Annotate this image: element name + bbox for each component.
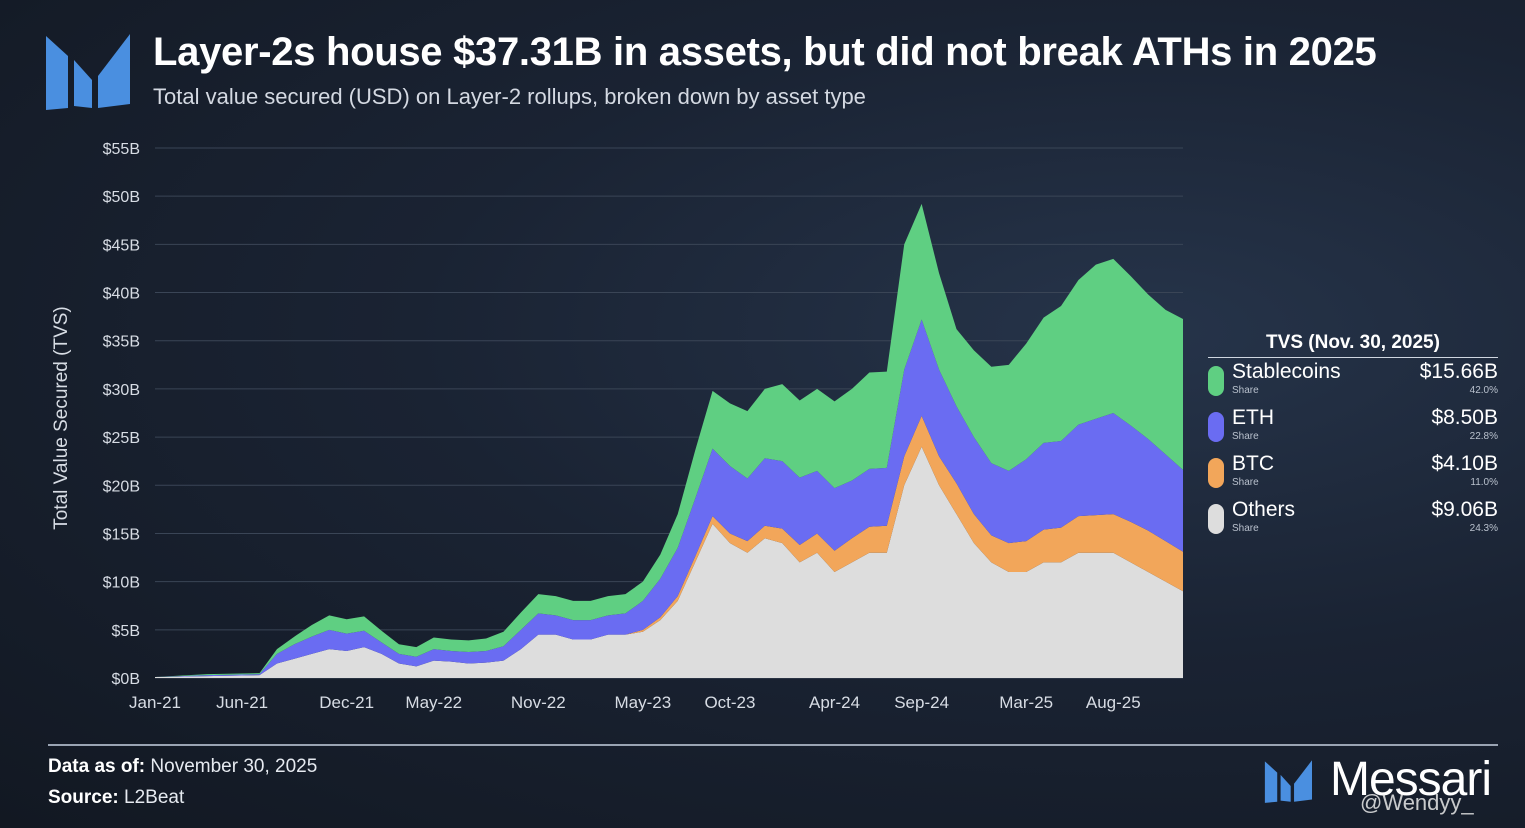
data-as-of: Data as of: November 30, 2025 [48,756,317,778]
footer-divider [48,744,1498,746]
x-tick-label: Oct-23 [704,693,755,712]
legend-item-others: Others Share $9.06B 24.3% [1208,496,1498,542]
legend-share: 22.8% [1469,431,1498,442]
legend-share-label: Share [1232,477,1259,488]
y-tick-label: $10B [103,575,140,592]
legend-share: 11.0% [1470,477,1498,488]
source: Source: L2Beat [48,787,184,809]
y-tick-label: $45B [103,237,140,254]
y-tick-label: $50B [103,189,140,206]
y-axis-label: Total Value Secured (TVS) [51,306,72,530]
area-series-stablecoins [155,203,1183,678]
legend-share-label: Share [1232,431,1259,442]
x-tick-layer: Jan-21 Jun-21 Dec-21 May-22 Nov-22 May-23 Oct-… [129,693,1141,712]
legend-share: 42.0% [1469,385,1498,396]
messari-logo-icon [46,34,130,110]
legend-name: Others [1232,498,1296,521]
brand-name: Messari [1330,753,1492,806]
data-as-of-value: November 30, 2025 [150,756,318,777]
x-tick-label: Mar-25 [999,693,1053,712]
legend-swatch-eth [1208,412,1224,442]
x-tick-label: Jun-21 [216,693,268,712]
y-tick-label: $30B [103,382,140,399]
y-tick-label: $35B [103,334,140,351]
chart-title: Layer-2s house $37.31B in assets, but di… [153,30,1377,74]
y-tick-label: $55B [103,141,140,158]
y-tick-layer: $0B $5B $10B $15B $20B $25B $30B $35B $40B $45B $5… [103,141,140,688]
legend-value: $9.06B [1431,498,1498,521]
x-tick-label: Jan-21 [129,693,181,712]
legend-swatch-btc [1208,458,1224,488]
legend-name: ETH [1232,406,1274,429]
legend-swatch-others [1208,504,1224,534]
chart-area: $0B $5B $10B $15B $20B $25B $30B $35B $40B $45B $5… [51,141,1183,712]
legend-item-eth: ETH Share $8.50B 22.8% [1208,404,1498,450]
legend-name: BTC [1232,452,1274,475]
legend-swatch-stablecoins [1208,366,1224,396]
x-tick-label: Sep-24 [894,693,949,712]
legend-share-label: Share [1232,385,1259,396]
legend-title: TVS (Nov. 30, 2025) [1208,332,1498,358]
data-as-of-label: Data as of: [48,756,146,777]
x-tick-label: Apr-24 [809,693,860,712]
legend-name: Stablecoins [1232,360,1341,383]
x-tick-label: May-23 [615,693,672,712]
y-tick-label: $15B [103,526,140,543]
x-tick-label: Dec-21 [319,693,374,712]
brand-logo-icon [1264,760,1312,803]
legend: TVS (Nov. 30, 2025) Stablecoins Share $1… [1208,332,1498,542]
area-series-eth [155,319,1183,678]
y-tick-label: $25B [103,430,140,447]
legend-share-label: Share [1232,523,1259,534]
legend-value: $4.10B [1431,452,1498,475]
legend-share: 24.3% [1469,523,1498,534]
area-layer [155,203,1183,678]
x-tick-label: Aug-25 [1086,693,1141,712]
area-series-btc [155,415,1183,678]
y-tick-label: $40B [103,286,140,303]
watermark: @Wendyy_ [1360,790,1474,815]
y-tick-label: $20B [103,478,140,495]
x-tick-label: Nov-22 [511,693,566,712]
y-tick-label: $0B [112,671,140,688]
legend-value: $15.66B [1419,360,1498,383]
y-tick-label: $5B [112,623,140,640]
legend-value: $8.50B [1431,406,1498,429]
x-tick-label: May-22 [405,693,462,712]
area-series-others [155,446,1183,678]
legend-item-stablecoins: Stablecoins Share $15.66B 42.0% [1208,358,1498,404]
legend-item-btc: BTC Share $4.10B 11.0% [1208,450,1498,496]
chart-subtitle: Total value secured (USD) on Layer-2 rol… [153,84,866,109]
source-label: Source: [48,787,119,808]
source-value: L2Beat [124,787,185,808]
